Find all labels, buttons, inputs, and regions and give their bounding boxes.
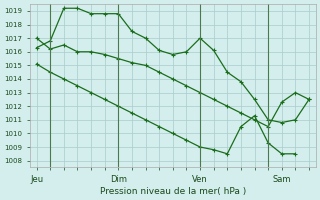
X-axis label: Pression niveau de la mer( hPa ): Pression niveau de la mer( hPa ) [100, 187, 246, 196]
